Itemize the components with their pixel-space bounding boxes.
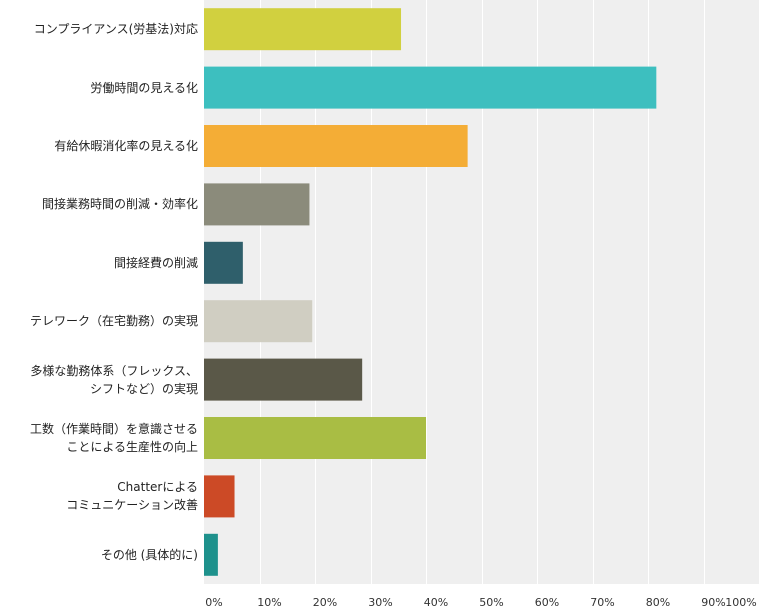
bar <box>204 8 402 51</box>
category-label-line: その他 (具体的に) <box>100 547 198 562</box>
category-label-line: Chatterによる <box>117 480 198 495</box>
category-label-line: コミュニケーション改善 <box>66 498 198 513</box>
x-tick-label: 60% <box>534 596 560 609</box>
category-label-line: テレワーク（在宅勤務）の実現 <box>29 314 198 329</box>
category-label: 間接経費の削減 <box>0 254 198 272</box>
category-label: 工数（作業時間）を意識させることによる生産性の向上 <box>0 420 198 456</box>
x-tick-label: 100% <box>725 596 757 609</box>
x-tick-label: 30% <box>368 596 393 609</box>
category-label: 多様な勤務体系（フレックス、シフトなど）の実現 <box>0 362 198 398</box>
x-tick-label: 70% <box>590 596 615 609</box>
category-label: コンプライアンス(労基法)対応 <box>0 20 198 38</box>
category-label-line: ことによる生産性の向上 <box>66 440 198 454</box>
bar <box>204 300 313 343</box>
x-tick-label: 50% <box>479 596 504 609</box>
category-label-line: シフトなど）の実現 <box>89 381 198 396</box>
bar <box>204 475 235 518</box>
bar <box>204 358 363 401</box>
bar <box>204 417 426 459</box>
category-label-line: 工数（作業時間）を意識させる <box>29 422 198 436</box>
bar <box>204 533 218 576</box>
bar <box>204 125 468 167</box>
category-label: Chatterによるコミュニケーション改善 <box>0 478 198 514</box>
category-label: 労働時間の見える化 <box>0 79 198 97</box>
bar <box>204 241 243 284</box>
category-label: その他 (具体的に) <box>0 546 198 564</box>
category-label-line: 間接経費の削減 <box>113 255 198 270</box>
category-label: 間接業務時間の削減・効率化 <box>0 195 198 213</box>
category-label-line: 多様な勤務体系（フレックス、 <box>30 363 198 378</box>
category-label-line: 間接業務時間の削減・効率化 <box>41 197 198 212</box>
category-label: テレワーク（在宅勤務）の実現 <box>0 312 198 330</box>
x-tick-label: 0% <box>205 596 223 609</box>
x-tick-label: 90% <box>701 596 726 609</box>
category-label: 有給休暇消化率の見える化 <box>0 137 198 155</box>
x-tick-label: 20% <box>312 596 338 609</box>
x-tick-label: 80% <box>645 596 671 609</box>
category-label-line: 有給休暇消化率の見える化 <box>54 139 198 153</box>
x-tick-label: 10% <box>257 596 282 609</box>
category-label-line: コンプライアンス(労基法)対応 <box>33 22 198 37</box>
category-label-line: 労働時間の見える化 <box>90 80 198 95</box>
bar <box>204 183 310 226</box>
bar <box>204 66 657 109</box>
x-tick-label: 40% <box>423 596 449 609</box>
